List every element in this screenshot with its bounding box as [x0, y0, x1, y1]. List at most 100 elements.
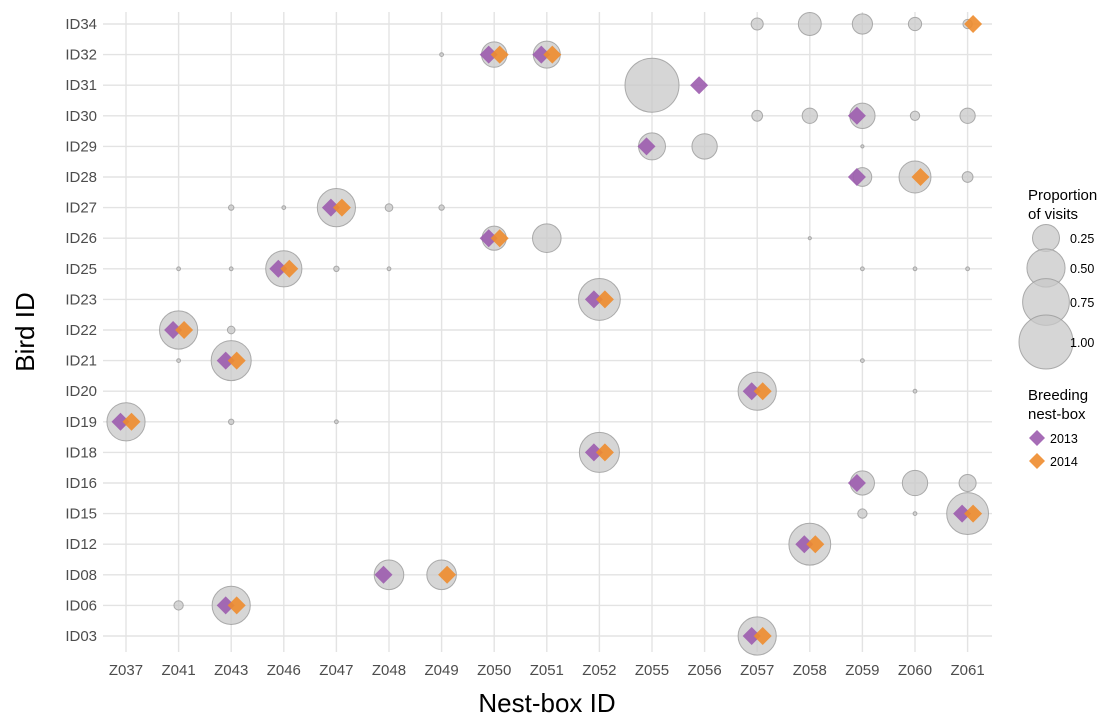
y-tick-label: ID26 — [65, 230, 97, 247]
legend-size-key — [1018, 314, 1074, 370]
breeding-marker-2013 — [216, 596, 235, 615]
x-tick-labels: Z037 Z041 Z043 Z046 Z047 Z048 Z049 Z050 Z051 Z052… — [109, 662, 985, 679]
visit-bubble — [958, 473, 977, 493]
breeding-marker-2013 — [847, 168, 866, 186]
visit-bubble — [901, 469, 929, 497]
x-tick-label: Z046 — [267, 662, 301, 679]
breeding-marker-2014 — [332, 198, 351, 217]
x-tick-label: Z060 — [898, 662, 932, 679]
breeding-marker-2014 — [964, 504, 983, 523]
legend-color-label: 2014 — [1050, 455, 1078, 469]
breeding-marker-2013 — [690, 76, 709, 95]
breeding-marker-2013 — [532, 45, 551, 64]
visit-bubble — [907, 16, 923, 32]
breeding-marker-2013 — [953, 504, 972, 523]
y-tick-label: ID06 — [65, 597, 97, 614]
x-tick-label: Z055 — [635, 662, 669, 679]
y-tick-label: ID28 — [65, 169, 97, 186]
visit-bubble — [909, 110, 921, 121]
x-tick-label: Z037 — [109, 662, 143, 679]
breeding-marker-2014 — [490, 45, 509, 64]
visit-bubble — [228, 418, 235, 425]
visit-bubble — [851, 13, 874, 35]
x-tick-label: Z057 — [740, 662, 774, 679]
visit-bubble — [750, 17, 764, 31]
visit-bubble — [176, 358, 182, 364]
breeding-marker-2014 — [227, 596, 246, 615]
y-tick-label: ID27 — [65, 200, 97, 217]
breeding-marker-2013 — [742, 627, 761, 645]
visit-bubble — [438, 204, 445, 211]
y-tick-label: ID03 — [65, 628, 97, 645]
visit-bubble — [961, 171, 974, 183]
x-tick-label: Z050 — [477, 662, 511, 679]
breeding-marker-2013 — [479, 229, 498, 248]
x-tick-label: Z043 — [214, 662, 248, 679]
x-tick-label: Z052 — [582, 662, 616, 679]
breeding-marker-2013 — [584, 290, 603, 309]
breeding-marker-2013 — [795, 535, 814, 554]
breeding-marker-2014 — [964, 15, 983, 33]
visit-bubble — [912, 511, 918, 517]
visit-bubble — [965, 266, 971, 272]
breeding-marker-2014 — [490, 229, 509, 248]
breeding-marker-2013 — [584, 443, 603, 462]
y-tick-labels: ID03 ID06 ID08 ID12 ID15 ID16 ID18 ID19 ID20 ID21… — [65, 16, 97, 645]
y-tick-label: ID16 — [65, 475, 97, 492]
legend-size-title-line1: Proportion — [1028, 187, 1097, 204]
legend-color-key-2013 — [1029, 430, 1045, 446]
y-tick-label: ID32 — [65, 47, 97, 64]
x-axis-title: Nest-box ID — [478, 688, 615, 718]
visit-bubble — [333, 419, 339, 425]
visit-bubble — [691, 133, 718, 160]
legend-color-title-line2: nest-box — [1028, 406, 1086, 423]
breeding-marker-2014 — [543, 45, 562, 64]
visit-bubble — [801, 107, 818, 124]
visit-bubble — [857, 508, 868, 519]
y-tick-label: ID18 — [65, 444, 97, 461]
visit-bubble — [859, 358, 865, 364]
breeding-markers — [111, 15, 983, 645]
y-tick-label: ID31 — [65, 77, 97, 94]
breeding-marker-2013 — [479, 45, 498, 64]
y-tick-label: ID15 — [65, 506, 97, 523]
legend-color-label: 2013 — [1050, 432, 1078, 446]
breeding-marker-2014 — [280, 259, 299, 278]
breeding-marker-2013 — [111, 412, 130, 431]
legend: Proportion of visits 0.25 0.50 0.75 1.00 Br… — [1018, 187, 1097, 469]
visit-bubble — [173, 600, 184, 611]
y-tick-label: ID34 — [65, 16, 97, 33]
visit-bubble — [439, 52, 445, 58]
visit-bubble — [860, 144, 865, 149]
legend-size-label: 0.50 — [1070, 262, 1094, 276]
y-tick-label: ID08 — [65, 567, 97, 584]
breeding-marker-2013 — [637, 137, 656, 156]
breeding-marker-2014 — [227, 351, 246, 370]
breeding-marker-2013 — [269, 259, 288, 278]
breeding-marker-2014 — [753, 382, 772, 401]
y-tick-label: ID23 — [65, 291, 97, 308]
x-tick-label: Z041 — [161, 662, 195, 679]
visit-bubble — [959, 107, 976, 124]
breeding-marker-2014 — [595, 290, 614, 309]
y-tick-label: ID21 — [65, 353, 97, 370]
y-tick-label: ID29 — [65, 138, 97, 155]
legend-size-keys: 0.25 0.50 0.75 1.00 — [1018, 224, 1094, 370]
visit-bubble — [624, 57, 680, 113]
y-tick-label: ID20 — [65, 383, 97, 400]
visit-bubble — [532, 223, 562, 253]
visit-bubble — [228, 204, 235, 211]
x-tick-label: Z048 — [372, 662, 406, 679]
visit-bubble — [226, 325, 236, 335]
x-tick-label: Z049 — [424, 662, 458, 679]
x-tick-label: Z051 — [530, 662, 564, 679]
breeding-marker-2014 — [122, 412, 141, 431]
x-tick-label: Z058 — [793, 662, 827, 679]
breeding-marker-2014 — [753, 627, 772, 645]
breeding-marker-2013 — [216, 351, 235, 370]
y-axis-title: Bird ID — [10, 292, 40, 371]
visit-bubble — [807, 236, 812, 241]
breeding-marker-2014 — [911, 168, 930, 186]
legend-color-keys: 2013 2014 — [1029, 430, 1078, 469]
